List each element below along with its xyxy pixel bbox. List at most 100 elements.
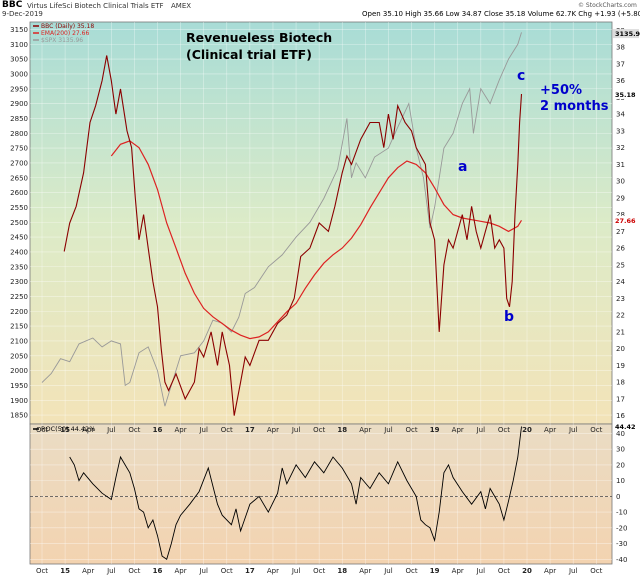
x-tick-label-roc: Jul: [383, 567, 393, 575]
x-tick-label-main: Apr: [359, 426, 371, 434]
x-tick-label-roc: 20: [522, 567, 532, 575]
y-right-tick-label: 27: [616, 228, 625, 236]
header-quote: Open 35.10 High 35.66 Low 34.87 Close 35…: [362, 10, 640, 18]
x-tick-label-main: Oct: [498, 426, 510, 434]
y-left-tick-label: 2750: [10, 145, 28, 153]
x-tick-label-roc: Jul: [568, 567, 578, 575]
y-left-tick-label: 2100: [10, 337, 28, 345]
y-right-tick-label: 21: [616, 328, 625, 336]
x-tick-label-main: 19: [430, 426, 440, 434]
x-tick-label-roc: Oct: [498, 567, 510, 575]
x-tick-label-main: 18: [337, 426, 347, 434]
annotation-gain: +50%: [540, 83, 582, 98]
roc-tick-label: -20: [616, 524, 627, 532]
x-tick-label-main: Jul: [198, 426, 208, 434]
y-right-tick-label: 38: [616, 44, 625, 52]
y-left-tick-label: 2150: [10, 323, 28, 331]
y-right-tick-label: 20: [616, 345, 625, 353]
x-tick-label-main: Jul: [476, 426, 486, 434]
y-left-tick-label: 1900: [10, 397, 28, 405]
header-symbol: BBC: [2, 0, 23, 10]
x-tick-label-main: Jul: [106, 426, 116, 434]
x-tick-label-roc: 15: [60, 567, 70, 575]
series-spx-line: [41, 32, 522, 407]
y-right-tick-label: 25: [616, 261, 625, 269]
x-tick-label-roc: Oct: [405, 567, 417, 575]
x-tick-label-main: Jul: [383, 426, 393, 434]
tag-ema-last: 27.66: [615, 217, 636, 225]
x-tick-label-roc: Oct: [221, 567, 233, 575]
header-source: © StockCharts.com: [578, 2, 637, 9]
x-tick-label-main: Oct: [405, 426, 417, 434]
x-tick-label-main: Oct: [221, 426, 233, 434]
x-tick-label-roc: Jul: [476, 567, 486, 575]
roc-tick-label: 0: [616, 493, 620, 501]
x-tick-label-main: Apr: [452, 426, 464, 434]
y-right-tick-label: 37: [616, 60, 625, 68]
x-tick-label-roc: Apr: [82, 567, 94, 575]
header-exchange: AMEX: [171, 2, 192, 10]
y-right-tick-label: 16: [616, 412, 625, 420]
y-right-tick-label: 29: [616, 194, 625, 202]
y-right-tick-label: 30: [616, 178, 625, 186]
roc-tick-label: -30: [616, 540, 627, 548]
y-left-tick-label: 2650: [10, 174, 28, 182]
y-right-tick-label: 23: [616, 295, 625, 303]
chart-title-line1: Revenueless Biotech: [186, 30, 332, 45]
y-left-tick-label: 1850: [10, 412, 28, 420]
y-right-tick-label: 36: [616, 77, 625, 85]
x-tick-label-main: 20: [522, 426, 532, 434]
y-left-tick-label: 2200: [10, 308, 28, 316]
y-left-tick-label: 2600: [10, 189, 28, 197]
x-tick-label-roc: Jul: [106, 567, 116, 575]
y-left-tick-label: 3050: [10, 56, 28, 64]
annotation-c: c: [517, 68, 525, 84]
x-tick-label-main: 16: [153, 426, 163, 434]
x-tick-label-main: Oct: [36, 426, 48, 434]
legend-label: $SPX 3135.96: [41, 37, 83, 44]
tag-roc-last-bg: [613, 421, 639, 431]
series-bbc-line: [63, 55, 523, 416]
y-left-tick-label: 2300: [10, 278, 28, 286]
x-tick-label-roc: Apr: [359, 567, 371, 575]
tag-spx-last-bg: [613, 29, 639, 39]
x-tick-label-roc: Jul: [198, 567, 208, 575]
roc-legend-label: ROC(50) 44.42%: [41, 425, 95, 433]
y-left-tick-label: 2700: [10, 159, 28, 167]
y-right-tick-label: 33: [616, 127, 625, 135]
y-right-tick-label: 28: [616, 211, 625, 219]
y-right-tick-label: 19: [616, 362, 625, 370]
x-tick-label-roc: Apr: [175, 567, 187, 575]
roc-tick-label: 10: [616, 477, 625, 485]
roc-panel-bg: [29, 423, 613, 565]
y-left-tick-label: 2400: [10, 248, 28, 256]
x-tick-label-main: Oct: [128, 426, 140, 434]
x-tick-label-roc: 17: [245, 567, 255, 575]
tag-roc-last: 44.42: [615, 423, 636, 431]
series-ema-line: [110, 140, 523, 340]
header-name: Virtus LifeSci Biotech Clinical Trials E…: [27, 2, 164, 10]
tag-spx-last: 3135.9: [615, 30, 640, 38]
x-tick-label-main: Oct: [313, 426, 325, 434]
x-tick-label-main: Apr: [267, 426, 279, 434]
x-tick-label-main: Apr: [175, 426, 187, 434]
legend-label: BBC (Daily) 35.18: [41, 23, 94, 30]
x-tick-label-roc: Oct: [590, 567, 602, 575]
roc-tick-label: 40: [616, 430, 625, 438]
annotation-b: b: [504, 309, 514, 325]
annotation-a: a: [458, 159, 467, 175]
y-right-tick-label: 31: [616, 161, 625, 169]
y-left-tick-label: 2050: [10, 352, 28, 360]
annotation-period: 2 months: [540, 99, 609, 114]
y-right-tick-label: 17: [616, 395, 625, 403]
y-left-tick-label: 3000: [10, 70, 28, 78]
y-left-tick-label: 3100: [10, 41, 28, 49]
y-left-tick-label: 2950: [10, 85, 28, 93]
y-right-tick-label: 26: [616, 245, 625, 253]
roc-tick-label: 30: [616, 446, 625, 454]
roc-tick-label: 20: [616, 461, 625, 469]
x-tick-label-main: Jul: [291, 426, 301, 434]
tag-bbc-last: 35.18: [615, 91, 636, 99]
